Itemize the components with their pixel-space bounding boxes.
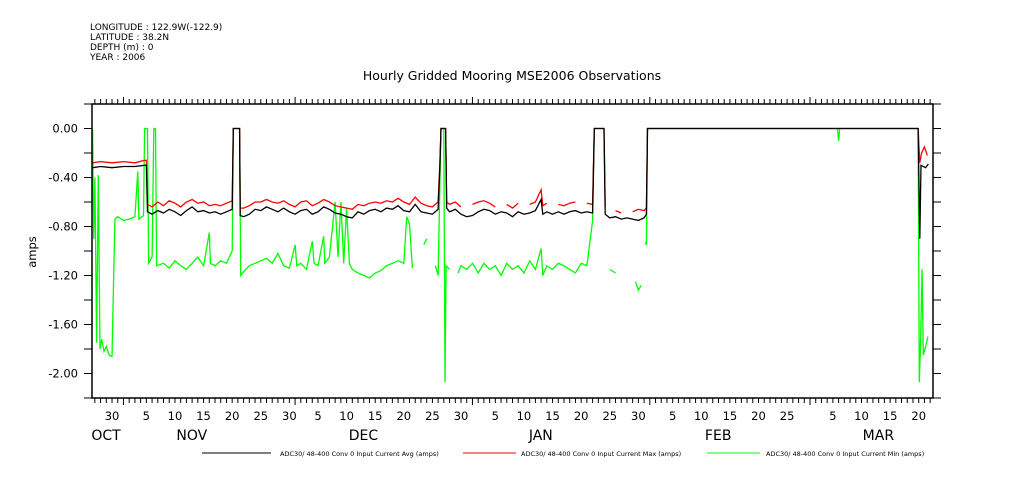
legend: ADC30/ 48-400 Conv 0 Input Current Avg (… <box>202 450 924 458</box>
series-line-avg <box>92 127 929 239</box>
month-label: FEB <box>705 428 732 444</box>
x-tick-label: 30 <box>105 409 120 423</box>
x-tick-label: 20 <box>911 409 926 423</box>
month-label: JAN <box>528 428 553 444</box>
header-latitude: LATITUDE : 38.2N <box>90 33 169 43</box>
y-tick-label: 0.00 <box>52 122 78 136</box>
month-label: NOV <box>176 428 207 444</box>
legend-label-max: ADC30/ 48-400 Conv 0 Input Current Max (… <box>521 450 681 458</box>
series-group <box>93 129 932 383</box>
header-depth: DEPTH (m) : 0 <box>90 43 154 53</box>
x-tick-label: 30 <box>631 409 646 423</box>
x-tick-label: 20 <box>396 409 411 423</box>
month-label: MAR <box>863 428 895 444</box>
x-tick-label: 10 <box>854 409 869 423</box>
x-tick-label: 5 <box>492 409 499 423</box>
y-tick-label: -2.00 <box>48 367 78 381</box>
x-tick-label: 20 <box>574 409 589 423</box>
x-tick-label: 15 <box>368 409 383 423</box>
x-tick-label: 25 <box>602 409 617 423</box>
y-axis-label: amps <box>25 236 39 268</box>
series-line-max <box>92 127 928 214</box>
month-label: OCT <box>91 428 121 444</box>
header-year: YEAR : 2006 <box>89 53 146 63</box>
x-tick-label: 30 <box>454 409 469 423</box>
axis-ticks: 30 5 10 15 20 25 30 5 10 15 20 25 30 5 10 15 20 25 30 5 10 15… <box>48 97 941 444</box>
x-tick-label: 10 <box>168 409 183 423</box>
y-tick-label: -0.40 <box>48 171 78 185</box>
x-tick-label: 10 <box>517 409 532 423</box>
x-tick-label: 30 <box>282 409 297 423</box>
x-tick-label: 5 <box>829 409 836 423</box>
x-tick-label: 15 <box>545 409 560 423</box>
x-tick-label: 15 <box>723 409 738 423</box>
x-tick-label: 25 <box>253 409 268 423</box>
month-label: DEC <box>349 428 379 444</box>
legend-label-min: ADC30/ 48-400 Conv 0 Input Current Min (… <box>766 450 924 458</box>
x-tick-label: 15 <box>883 409 898 423</box>
x-tick-label: 10 <box>694 409 709 423</box>
x-tick-label: 25 <box>780 409 795 423</box>
x-tick-label: 10 <box>339 409 354 423</box>
series-line-min <box>93 129 932 383</box>
plot-frame <box>91 103 934 399</box>
x-tick-label: 15 <box>196 409 211 423</box>
y-tick-label: -1.20 <box>48 269 78 283</box>
x-tick-label: 5 <box>314 409 321 423</box>
x-tick-label: 5 <box>143 409 150 423</box>
x-tick-label: 25 <box>425 409 440 423</box>
x-tick-label: 20 <box>225 409 240 423</box>
chart-title: Hourly Gridded Mooring MSE2006 Observati… <box>363 68 661 83</box>
legend-label-avg: ADC30/ 48-400 Conv 0 Input Current Avg (… <box>280 450 439 458</box>
y-tick-label: -1.60 <box>48 318 78 332</box>
x-tick-label: 5 <box>669 409 676 423</box>
x-tick-label: 20 <box>751 409 766 423</box>
header-longitude: LONGITUDE : 122.9W(-122.9) <box>90 23 222 33</box>
y-tick-label: -0.80 <box>48 220 78 234</box>
